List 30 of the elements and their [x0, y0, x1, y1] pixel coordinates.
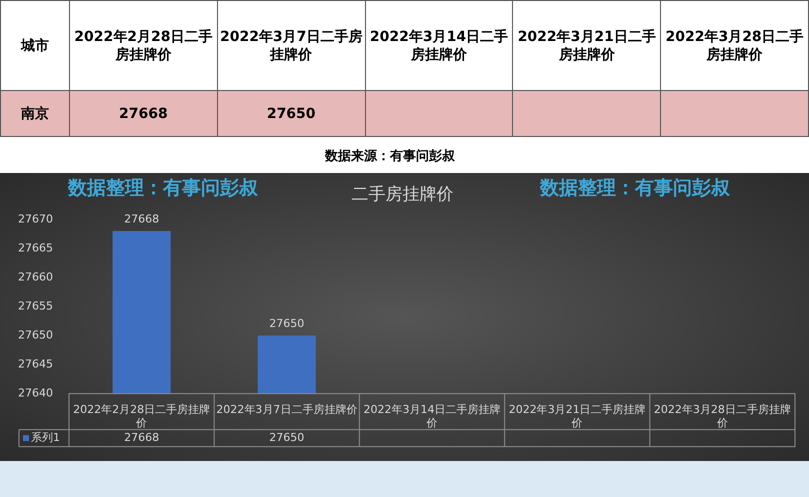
data-label: 27668 — [70, 90, 218, 136]
category-label: 2022年3月21日二手房挂牌价 — [518, 28, 656, 62]
x-tick-label: 2022年3月7日二手房挂牌价 — [216, 403, 358, 416]
x-tick-label: 2022年2月28日二手房挂牌价 — [73, 403, 210, 430]
category-label: 2022年2月28日二手房挂牌价 — [74, 28, 212, 62]
text: 城市 — [0, 0, 70, 90]
y-tick-label: 27660 — [18, 270, 53, 284]
data-label: 27650 — [217, 90, 366, 136]
text: 27668 — [124, 430, 160, 444]
category-label: 2022年3月7日二手房挂牌价 — [220, 28, 362, 62]
text: 数据整理：有事问彭叔 — [68, 176, 258, 201]
text: 27650 — [269, 430, 304, 444]
y-tick-label: 27650 — [18, 328, 53, 342]
x-tick-label: 2022年3月28日二手房挂牌价 — [654, 403, 791, 430]
x-tick-label: 2022年3月14日二手房挂牌价 — [363, 403, 500, 430]
text: 数据整理：有事问彭叔 — [540, 176, 730, 201]
x-tick-label: 2022年3月21日二手房挂牌价 — [508, 403, 646, 430]
chart-title: 二手房挂牌价 — [352, 184, 454, 205]
y-tick-label: 27655 — [18, 299, 53, 312]
text: 27650 — [269, 316, 304, 330]
text: 27668 — [124, 212, 160, 226]
source-note: 数据来源：有事问彭叔 — [325, 148, 455, 165]
y-tick-label: 27665 — [18, 241, 53, 254]
y-tick-label: 27640 — [18, 386, 53, 400]
category-label: 2022年3月28日二手房挂牌价 — [665, 28, 804, 62]
y-tick-label: 27670 — [18, 212, 53, 226]
y-tick-label: 27645 — [18, 357, 53, 370]
legend-label: 系列1 — [30, 430, 60, 444]
category-label: 2022年3月14日二手房挂牌价 — [370, 28, 508, 62]
text: 南京 — [0, 90, 70, 136]
